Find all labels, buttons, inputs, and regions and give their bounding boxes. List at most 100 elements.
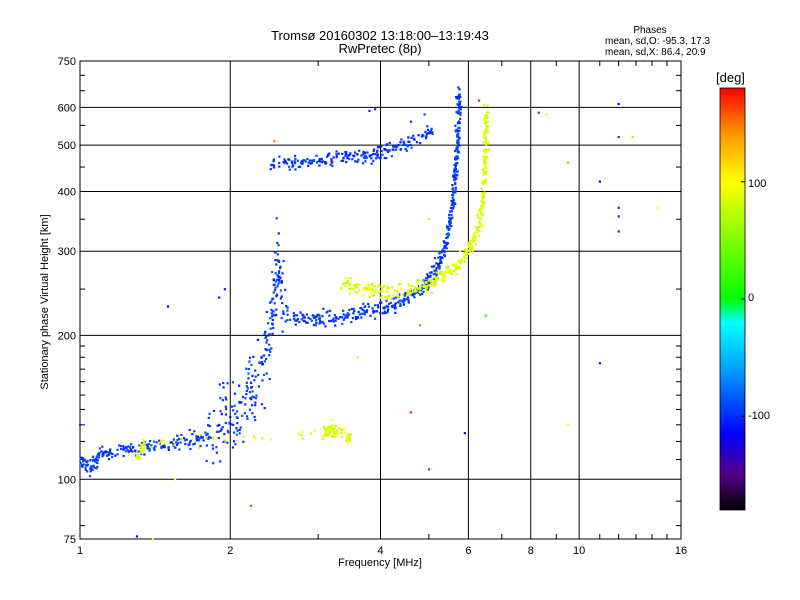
echo-point-o-mode-f2-trace (405, 298, 408, 301)
echo-point-o-mode-f2-trace (450, 217, 453, 220)
echo-point-o-mode-f2-trace (457, 157, 460, 160)
echo-point-o-mode-f1-lower-spread (241, 414, 244, 417)
y-axis-label: Stationary phase Virtual Height [km] (39, 214, 51, 390)
echo-point-o-mode-f2-trace (453, 150, 457, 153)
echo-point-x-mode-f2-trace (485, 170, 488, 173)
echo-point-o-mode-f2-trace (458, 112, 461, 115)
echo-point-o-mode-f2-trace (285, 305, 288, 308)
echo-point-o-mode-f1-lower-spread (122, 454, 125, 458)
echo-point-x-mode-f2-trace (444, 271, 447, 274)
echo-point-o-mode-f2-trace (309, 318, 312, 321)
echo-point-o-mode-f1-lower-spread (128, 446, 132, 449)
echo-point-x-mode-f2-trace (414, 286, 417, 289)
echo-point-o-mode-f2-trace (425, 277, 428, 280)
echo-point-o-mode-f2-trace (454, 166, 457, 169)
echo-point-x-mode-f2-trace (469, 250, 472, 253)
echo-point-o-mode-e2-echoes (344, 152, 347, 155)
echo-point-o-mode-f2-trace (342, 313, 345, 316)
echo-point-o-mode-f1-lower-spread (235, 410, 239, 413)
echo-point-o-mode-f1-lower-spread (126, 449, 129, 452)
echo-point-x-mode-f2-trace (340, 287, 343, 290)
echo-point-o-mode-f1-lower-spread (279, 265, 282, 268)
echo-point-x-mode-f2-trace (399, 288, 402, 291)
echo-point-x-mode-f2-trace (340, 286, 343, 289)
echo-point-o-mode-f1-lower-spread (272, 278, 276, 281)
echo-point-o-mode-f2-trace (307, 316, 310, 319)
echo-point-o-mode-f2-trace (443, 245, 446, 248)
echo-point-x-mode-f2-trace (476, 213, 479, 216)
echo-point-x-mode-f2-trace (483, 134, 486, 137)
echo-point-o-mode-f1-lower-spread (254, 397, 258, 400)
echo-point-x-mode-lower-echoes (334, 435, 337, 438)
echo-point-o-mode-f1-lower-spread (223, 432, 226, 436)
echo-point-o-mode-f1-lower-spread (119, 444, 122, 448)
echo-point-x-mode-f2-trace (435, 271, 438, 274)
echo-point-o-mode-f2-trace (286, 319, 289, 322)
echo-point-o-mode-f2-trace (353, 309, 356, 312)
echo-point-o-mode-f1-lower-spread (260, 403, 263, 406)
echo-point-x-mode-f2-trace (438, 273, 441, 276)
echo-point-o-mode-f1-lower-spread (102, 454, 105, 457)
echo-point-o-mode-f1-lower-spread (224, 421, 227, 424)
echo-point-o-mode-e2-echoes (330, 160, 333, 163)
echo-point-x-mode-f2-trace (435, 279, 438, 282)
echo-point-x-mode-f2-trace (347, 280, 350, 283)
echo-point-o-mode-f2-trace (334, 319, 337, 322)
echo-point-o-mode-f2-trace (286, 313, 289, 316)
echo-point-x-mode-f2-trace (409, 291, 412, 295)
echo-point-o-mode-f1-lower-spread (141, 441, 144, 445)
echo-point-o-mode-f1-lower-spread (236, 416, 239, 419)
echo-point-x-mode-lower-echoes (335, 432, 338, 436)
x-tick-label: 2 (227, 545, 233, 557)
echo-point-x-mode-f2-trace (402, 293, 405, 296)
echo-point-x-mode-f2-trace (459, 250, 462, 253)
echo-point-o-mode-f1-lower-spread (108, 451, 111, 455)
echo-point-o-mode-f2-trace (386, 305, 390, 308)
echo-point-o-mode-f2-trace (449, 206, 452, 209)
echo-point-o-mode-f1-lower-spread (268, 333, 271, 336)
echo-point-x-mode-f2-trace (472, 234, 475, 237)
echo-point-x-mode-f2-trace (406, 292, 410, 295)
echo-point-o-mode-f2-trace (296, 319, 299, 322)
echo-point-o-mode-f1-lower-spread (116, 448, 119, 451)
echo-point-o-mode-f1-lower-spread (280, 281, 283, 284)
x-tick-label: 6 (465, 545, 471, 557)
echo-point-x-mode-f2-trace (369, 295, 372, 299)
echo-point-o-mode-f1-lower-spread (131, 446, 134, 449)
echo-point-o-mode-f1-lower-spread (217, 437, 220, 440)
echo-point-o-mode-f1-lower-spread (269, 327, 272, 330)
echo-point-x-mode-f2-trace (478, 208, 481, 211)
echo-point-x-mode-f2-trace (484, 136, 487, 139)
echo-point-o-mode-e2-echoes (380, 145, 383, 148)
echo-point-x-mode-f2-trace (481, 201, 485, 204)
echo-point-o-mode-f2-trace (346, 316, 349, 319)
echo-point-o-mode-f2-trace (458, 96, 461, 99)
echo-point-isolated (166, 305, 170, 308)
echo-point-o-mode-f1-lower-spread (212, 409, 215, 413)
echo-point-o-mode-f1-lower-spread (282, 310, 285, 313)
echo-point-o-mode-f2-trace (449, 210, 452, 213)
echo-point-o-mode-e2-echoes (407, 136, 410, 139)
echo-point-o-mode-f2-trace (456, 141, 459, 144)
echo-point-o-mode-e2-echoes (397, 144, 400, 147)
echo-point-o-mode-e2-echoes (385, 143, 388, 147)
echo-point-o-mode-f1-lower-spread (207, 424, 210, 427)
echo-point-o-mode-f1-lower-spread (263, 407, 266, 410)
echo-point-o-mode-f2-trace (360, 316, 363, 319)
echo-point-o-mode-f1-lower-spread (125, 447, 128, 450)
echo-point-x-mode-f2-trace (349, 287, 353, 290)
echo-point-o-mode-e2-echoes (269, 168, 272, 171)
echo-point-o-mode-f2-trace (457, 106, 461, 109)
echo-point-x-mode-lower-echoes (140, 445, 143, 448)
echo-point-o-mode-f1-lower-spread (224, 405, 227, 408)
echo-point-o-mode-e2-echoes (278, 161, 281, 165)
echo-point-o-mode-f1-lower-spread (170, 441, 174, 444)
echo-point-x-mode-f2-trace (345, 282, 348, 285)
echo-point-o-mode-f2-trace (452, 190, 455, 193)
echo-point-o-mode-f2-trace (452, 199, 455, 202)
echo-point-o-mode-f2-trace (379, 302, 382, 305)
echo-point-o-mode-f2-trace (391, 305, 394, 309)
echo-point-o-mode-f1-lower-spread (88, 475, 92, 478)
echo-point-x-mode-f2-trace (474, 237, 477, 240)
y-tick-label: 500 (58, 140, 76, 152)
